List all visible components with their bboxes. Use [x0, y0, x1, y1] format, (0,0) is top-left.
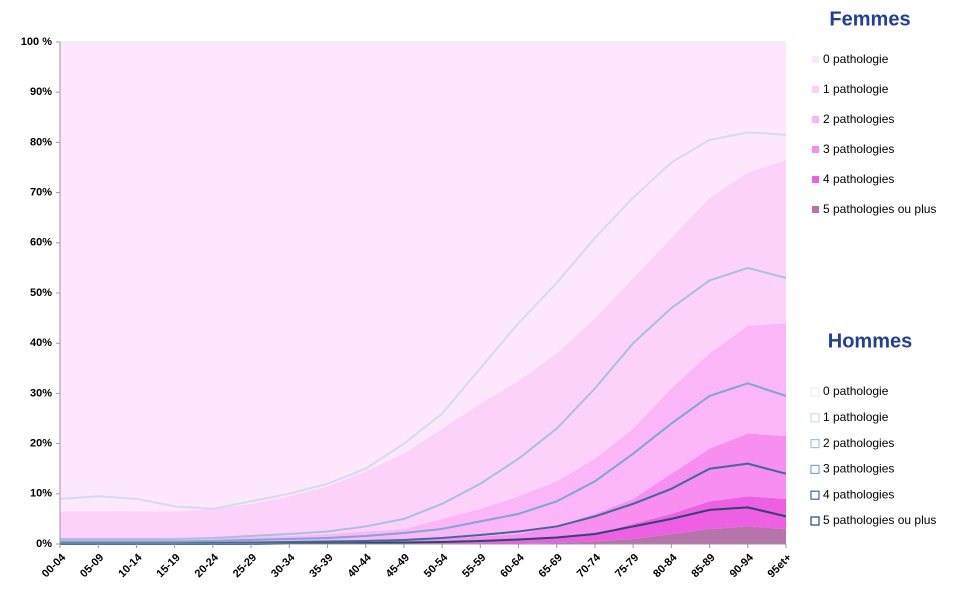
y-tick-label: 40% [30, 337, 52, 349]
legend-swatch [810, 464, 820, 474]
y-tick-label: 0% [36, 538, 52, 550]
legend-title: Hommes [828, 330, 912, 352]
y-tick-label: 70% [30, 187, 52, 199]
y-tick-label: 80% [30, 136, 52, 148]
x-tick-label: 20-24 [193, 551, 222, 580]
x-tick-label: 55-59 [460, 552, 488, 580]
x-tick-label: 85-89 [689, 552, 717, 580]
x-tick-label: 95et+ [766, 552, 795, 581]
y-tick-label: 100 % [21, 36, 52, 48]
legend-label: 3 pathologies [823, 462, 894, 476]
legend-label: 1 pathologie [823, 82, 889, 96]
legend-label: 3 pathologies [823, 142, 894, 156]
x-tick-label: 05-09 [78, 552, 106, 580]
area [60, 42, 786, 512]
x-tick-label: 25-29 [231, 552, 259, 580]
x-tick-label: 50-54 [422, 551, 451, 580]
line [60, 382, 787, 543]
legend-swatch [810, 387, 820, 397]
legend-label: 5 pathologies ou plus [823, 513, 936, 527]
legend-label: 4 pathologies [823, 172, 894, 186]
y-tick-label: 60% [30, 237, 52, 249]
legend-label: 2 pathologies [823, 436, 894, 450]
area [60, 526, 786, 544]
x-tick-label: 35-39 [307, 552, 335, 580]
legend-label: 2 pathologies [823, 112, 894, 126]
x-tick-label: 70-74 [575, 551, 604, 580]
legend-label: 1 pathologie [823, 410, 889, 424]
x-tick-label: 60-64 [498, 551, 527, 580]
area [60, 323, 786, 543]
line [60, 266, 787, 540]
x-tick-label: 80-84 [651, 551, 680, 580]
area [60, 433, 786, 544]
y-tick-label: 90% [30, 86, 52, 98]
y-tick-label: 10% [30, 488, 52, 500]
x-tick-label: 45-49 [384, 552, 412, 580]
legend-swatch [812, 176, 819, 183]
legend-swatch [812, 56, 819, 63]
y-tick-label: 30% [30, 387, 52, 399]
y-tick-label: 20% [30, 438, 52, 450]
legend-swatch [810, 490, 820, 500]
line [59, 131, 787, 510]
legend-label: 0 pathologie [823, 384, 889, 398]
legend-swatch [812, 146, 819, 153]
x-tick-label: 00-04 [40, 551, 69, 580]
legend-swatch [812, 116, 819, 123]
x-tick-label: 65-69 [537, 552, 565, 580]
x-tick-label: 15-19 [154, 552, 182, 580]
x-tick-label: 10-14 [116, 551, 145, 580]
legend-swatch [812, 86, 819, 93]
legend-label: 0 pathologie [823, 52, 889, 66]
legend-label: 5 pathologies ou plus [823, 202, 936, 216]
x-tick-label: 30-34 [269, 551, 298, 580]
x-tick-label: 40-44 [345, 551, 374, 580]
x-tick-label: 75-79 [613, 552, 641, 580]
line [60, 462, 787, 544]
legend-swatch [810, 439, 820, 449]
area [60, 159, 786, 539]
x-tick-label: 90-94 [728, 551, 757, 580]
legend-label: 4 pathologies [823, 487, 894, 501]
legend-swatch [810, 516, 820, 526]
legend-swatch [810, 413, 820, 423]
legend-title: Femmes [829, 8, 910, 30]
legend-swatch [812, 206, 819, 213]
y-tick-label: 50% [30, 287, 52, 299]
